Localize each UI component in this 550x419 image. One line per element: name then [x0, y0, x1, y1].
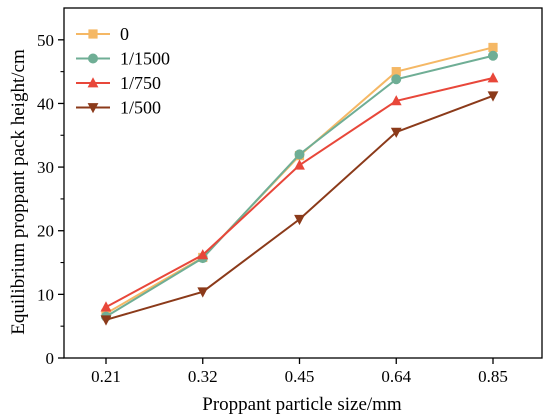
data-point [294, 149, 305, 160]
series-4 [100, 91, 499, 326]
series-layer [100, 42, 499, 326]
legend-label: 0 [120, 24, 129, 44]
series-line [105, 46, 494, 315]
legend-item: 1/500 [76, 98, 161, 118]
x-tick-label: 0.32 [188, 367, 218, 386]
series-line [105, 54, 494, 318]
data-point [391, 74, 402, 85]
legend-label: 1/1500 [120, 49, 170, 69]
x-tick-label: 0.85 [478, 367, 508, 386]
y-tick-label: 20 [37, 222, 54, 241]
x-tick-label: 0.64 [381, 367, 411, 386]
legend-marker [88, 29, 98, 39]
legend-item: 1/1500 [76, 49, 170, 69]
y-tick-label: 40 [37, 94, 54, 113]
data-point [390, 95, 402, 106]
data-point [100, 315, 112, 326]
axes: 0 10 20 30 40 50 0.21 0.32 0.45 0.64 0.85 [37, 7, 543, 386]
data-point [197, 249, 209, 260]
data-point [391, 67, 401, 77]
x-tick-label: 0.21 [91, 367, 121, 386]
legend-marker [87, 103, 99, 114]
y-tick-label: 50 [37, 31, 54, 50]
series-line [105, 94, 494, 321]
data-point [487, 91, 499, 102]
y-tick-label: 10 [37, 285, 54, 304]
legend-marker [88, 53, 98, 64]
data-point [197, 287, 209, 298]
x-tick-label: 0.45 [285, 367, 315, 386]
y-tick-label: 0 [46, 349, 55, 368]
x-axis-label: Proppant particle size/mm [202, 394, 402, 415]
series-line [105, 77, 494, 308]
data-point [488, 50, 498, 61]
legend-label: 1/750 [120, 73, 161, 93]
legend-item: 0 [76, 24, 129, 44]
legend-item: 1/750 [76, 73, 161, 93]
plot-frame [63, 7, 543, 359]
legend: 0 1/1500 1/750 1/500 [76, 24, 170, 118]
data-point [487, 72, 499, 83]
data-point [100, 301, 112, 312]
y-tick-label: 30 [37, 158, 54, 177]
data-point [390, 127, 402, 138]
data-point [294, 159, 305, 170]
data-point [488, 42, 498, 53]
legend-marker [87, 77, 99, 88]
series-3 [100, 72, 499, 312]
legend-label: 1/500 [120, 98, 161, 118]
y-axis-label: Equilibrium proppant pack height/cm [8, 49, 29, 335]
data-point [294, 214, 305, 226]
